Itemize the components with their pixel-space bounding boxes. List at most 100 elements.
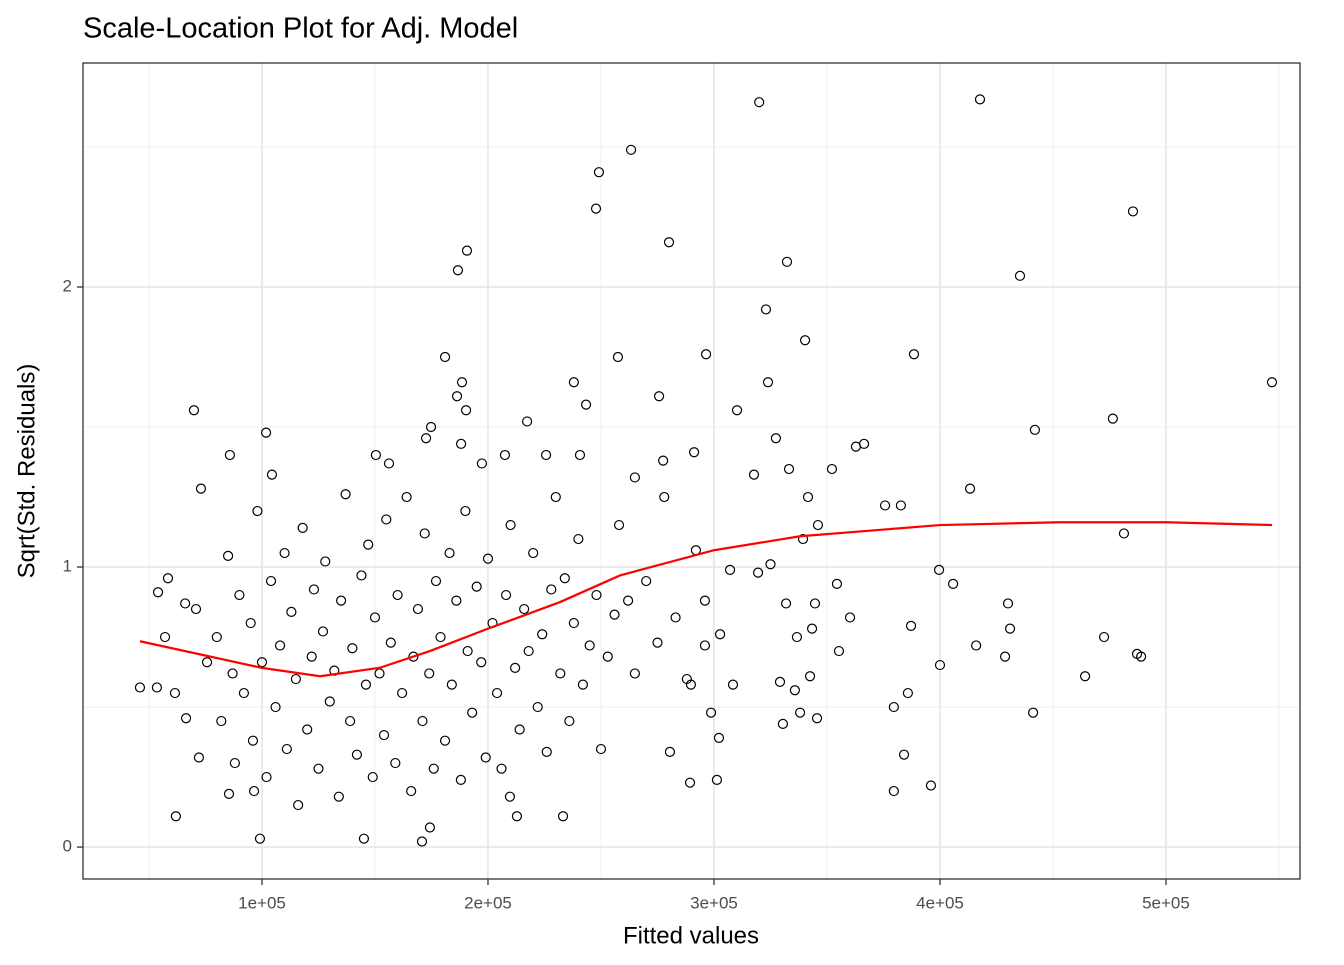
x-tick-label: 2e+05 xyxy=(464,893,512,912)
point xyxy=(510,662,521,673)
point xyxy=(496,763,507,774)
point xyxy=(623,595,634,606)
point xyxy=(390,757,401,769)
point xyxy=(170,811,181,822)
point xyxy=(381,514,392,525)
point xyxy=(625,144,637,155)
point xyxy=(324,696,335,707)
point xyxy=(902,687,913,699)
point xyxy=(664,746,676,757)
point xyxy=(684,777,696,788)
point xyxy=(223,788,235,799)
point xyxy=(234,589,245,601)
point xyxy=(500,589,512,601)
point xyxy=(229,757,240,769)
point xyxy=(1266,377,1278,388)
point xyxy=(663,237,675,248)
point xyxy=(345,715,356,727)
point xyxy=(528,547,539,559)
point xyxy=(659,491,670,503)
point xyxy=(190,603,202,615)
point xyxy=(584,640,595,651)
point xyxy=(302,724,313,735)
point xyxy=(568,377,579,388)
point xyxy=(580,399,592,410)
point xyxy=(546,584,557,595)
point xyxy=(385,637,396,648)
point xyxy=(705,707,717,718)
point xyxy=(238,687,250,699)
point xyxy=(286,606,297,617)
point xyxy=(812,519,824,531)
point xyxy=(499,449,511,461)
y-tick-label: 0 xyxy=(63,837,72,856)
point xyxy=(511,811,523,822)
point xyxy=(455,774,466,785)
point xyxy=(378,729,390,741)
point xyxy=(574,449,586,461)
point xyxy=(290,673,301,685)
point xyxy=(774,676,786,687)
point xyxy=(783,463,795,475)
point xyxy=(461,245,473,256)
point xyxy=(162,573,174,584)
point xyxy=(460,505,471,517)
point xyxy=(358,833,370,844)
point xyxy=(629,668,640,679)
point xyxy=(451,391,463,402)
point xyxy=(254,833,266,844)
point xyxy=(356,570,367,581)
point xyxy=(905,620,917,631)
grid xyxy=(83,63,1300,879)
point xyxy=(416,836,428,847)
point xyxy=(383,458,395,469)
point xyxy=(540,449,552,461)
point xyxy=(908,349,920,360)
axes: 1e+05 2e+05 3e+05 4e+05 5e+05 0 1 2 xyxy=(63,277,1190,913)
y-axis-title: Sqrt(Std. Residuals) xyxy=(13,364,40,579)
point xyxy=(641,575,652,587)
panel-border xyxy=(82,62,1301,880)
point xyxy=(412,603,424,615)
marks xyxy=(134,94,1278,847)
point xyxy=(811,713,823,724)
point xyxy=(193,752,205,763)
point xyxy=(456,377,468,388)
point xyxy=(1029,424,1041,435)
point xyxy=(602,651,613,662)
point xyxy=(802,491,814,503)
point xyxy=(211,631,222,643)
point xyxy=(514,724,525,735)
point xyxy=(727,679,739,690)
point xyxy=(555,668,566,679)
point xyxy=(419,528,430,539)
point xyxy=(480,752,491,763)
point xyxy=(577,679,589,690)
point xyxy=(270,701,281,713)
point xyxy=(765,559,776,570)
point xyxy=(401,491,412,503)
point xyxy=(424,668,435,679)
point xyxy=(505,519,516,531)
point xyxy=(222,550,234,561)
point xyxy=(476,657,487,668)
point xyxy=(609,609,620,620)
point xyxy=(794,707,806,718)
point xyxy=(752,567,764,578)
point xyxy=(471,581,482,592)
x-tick-label: 1e+05 xyxy=(238,893,286,912)
point xyxy=(724,564,736,575)
point xyxy=(1136,651,1147,662)
point xyxy=(831,578,843,589)
point xyxy=(999,651,1011,662)
point xyxy=(568,617,579,629)
point xyxy=(260,427,272,438)
point xyxy=(898,749,910,760)
point xyxy=(397,687,408,699)
point xyxy=(595,743,607,755)
point xyxy=(799,335,811,346)
point xyxy=(559,573,570,584)
point xyxy=(279,547,290,559)
point xyxy=(1002,598,1014,609)
point xyxy=(713,732,725,743)
